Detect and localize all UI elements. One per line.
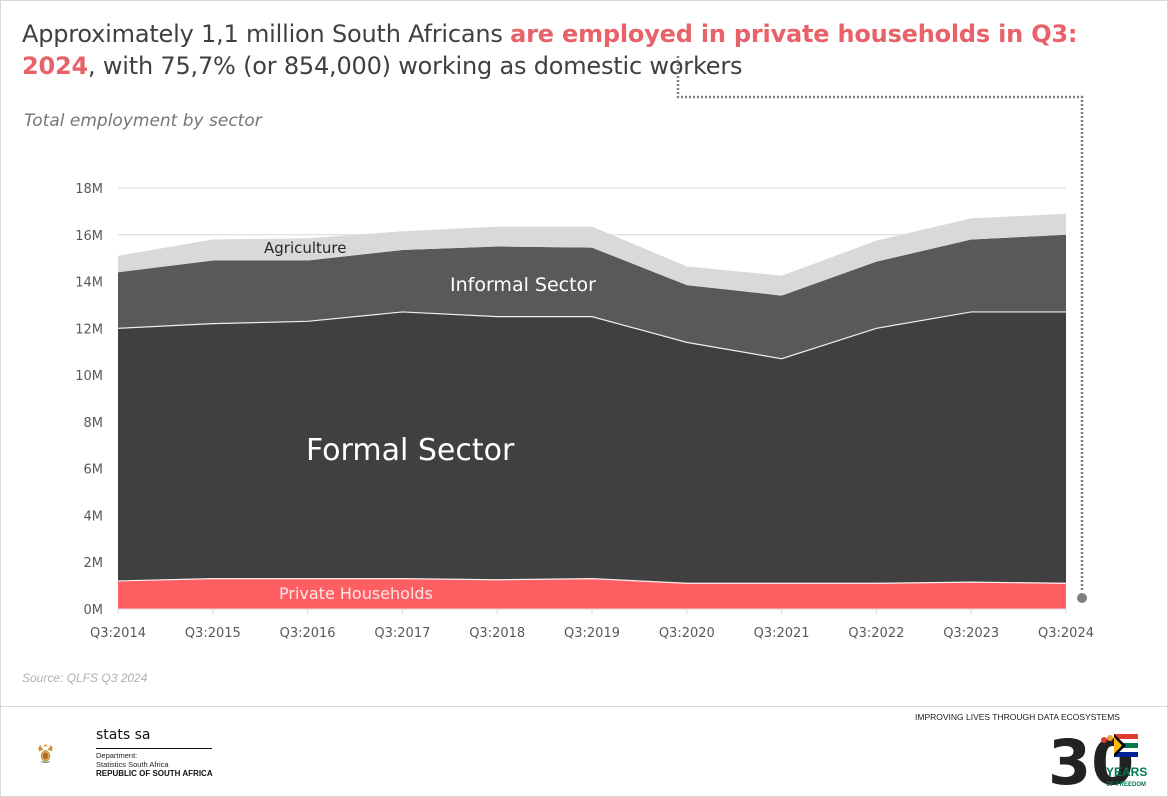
annotation-end-dot [1077, 593, 1087, 603]
x-tick-label: Q3:2023 [943, 626, 999, 641]
label-agriculture: Agriculture [264, 239, 347, 257]
x-tick-label: Q3:2022 [848, 626, 904, 641]
y-tick-label: 16M [75, 229, 103, 244]
label-formal-sector: Formal Sector [306, 433, 515, 468]
annotation-connector [676, 56, 1087, 603]
y-tick-label: 14M [75, 276, 103, 291]
x-axis: Q3:2014 Q3:2015 Q3:2016 Q3:2017 Q3:2018 Q3:20… [90, 608, 1094, 641]
x-tick-label: Q3:2020 [659, 626, 715, 641]
x-tick-label: Q3:2024 [1038, 626, 1094, 641]
y-tick-label: 4M [84, 509, 104, 524]
y-tick-label: 8M [84, 416, 104, 431]
x-tick-label: Q3:2018 [469, 626, 525, 641]
area-series [117, 213, 1067, 609]
x-tick-label: Q3:2015 [185, 626, 241, 641]
label-private-households: Private Households [279, 584, 433, 603]
headline-part1: Approximately 1,1 million South Africans [22, 20, 511, 48]
footer-divider [0, 706, 1168, 707]
series-boundary-line [117, 311, 1066, 360]
annotation-dotted-line [676, 56, 1084, 592]
anniversary-word2: OF FREEDOM [1106, 782, 1146, 788]
republic-label: REPUBLIC OF SOUTH AFRICA [96, 769, 213, 778]
area-informal-sector [118, 234, 1066, 359]
30-years-freedom-logo: 30 YEARS OF FREEDOM [1048, 726, 1147, 790]
series-boundary-line [117, 577, 1067, 584]
x-tick-label: Q3:2021 [754, 626, 810, 641]
org-name-rule [96, 748, 212, 749]
dept-line2: Statistics South Africa [96, 760, 169, 769]
tagline: IMPROVING LIVES THROUGH DATA ECOSYSTEMS [915, 712, 1120, 722]
flag-icon [1114, 734, 1138, 739]
org-name: stats sa [96, 727, 151, 743]
chart-subtitle: Total employment by sector [24, 111, 262, 131]
y-tick-label: 2M [84, 556, 104, 571]
dept-line1: Department: [96, 751, 138, 760]
employment-area-chart: 0M 2M 4M 6M 8M 10M 12M 14M 16M 18M Q3:2014 Q3:2015… [75, 56, 1094, 641]
headline: Approximately 1,1 million South Africans… [22, 18, 1142, 82]
area-private-households [118, 578, 1066, 609]
coat-of-arms-icon [38, 743, 53, 763]
department-label: Department: Statistics South Africa [96, 751, 169, 769]
headline-highlight: are employed in private households in Q3… [22, 20, 1078, 80]
y-tick-label: 0M [84, 603, 104, 618]
x-tick-label: Q3:2014 [90, 626, 146, 641]
headline-part2: , with 75,7% (or 854,000) working as dom… [88, 52, 743, 80]
label-informal-sector: Informal Sector [450, 274, 596, 296]
series-labels: Agriculture Informal Sector Formal Sector P… [264, 239, 596, 603]
source-note: Source: QLFS Q3 2024 [22, 671, 148, 685]
y-tick-label: 18M [75, 182, 103, 197]
x-tick-label: Q3:2017 [374, 626, 430, 641]
area-agriculture [118, 213, 1066, 296]
area-formal-sector [118, 311, 1066, 584]
anniversary-word1: YEARS [1106, 765, 1147, 779]
x-tick-label: Q3:2016 [280, 626, 336, 641]
y-tick-label: 6M [84, 463, 104, 478]
x-tick-label: Q3:2019 [564, 626, 620, 641]
y-tick-label: 10M [75, 369, 103, 384]
y-axis: 0M 2M 4M 6M 8M 10M 12M 14M 16M 18M [75, 182, 103, 618]
y-tick-label: 12M [75, 322, 103, 337]
